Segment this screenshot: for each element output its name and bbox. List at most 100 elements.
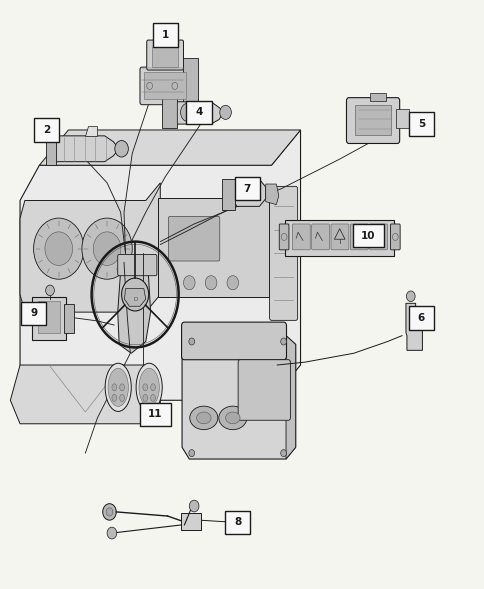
FancyBboxPatch shape <box>408 112 433 136</box>
Text: 7: 7 <box>243 184 251 194</box>
Circle shape <box>115 141 128 157</box>
FancyBboxPatch shape <box>408 306 433 330</box>
Text: 6: 6 <box>417 313 424 323</box>
FancyBboxPatch shape <box>147 40 183 70</box>
Circle shape <box>280 338 286 345</box>
Text: D: D <box>133 297 137 302</box>
Circle shape <box>227 276 238 290</box>
Text: 4: 4 <box>195 107 202 117</box>
FancyBboxPatch shape <box>234 177 259 200</box>
Circle shape <box>33 218 84 279</box>
Circle shape <box>166 35 173 45</box>
Text: 8: 8 <box>234 518 241 528</box>
Circle shape <box>106 508 113 516</box>
Polygon shape <box>405 303 422 350</box>
FancyBboxPatch shape <box>34 118 59 142</box>
FancyBboxPatch shape <box>144 72 185 100</box>
Ellipse shape <box>120 384 124 391</box>
Ellipse shape <box>108 368 128 406</box>
FancyBboxPatch shape <box>349 224 367 250</box>
Polygon shape <box>39 130 300 166</box>
Ellipse shape <box>151 395 155 402</box>
Text: 11: 11 <box>148 409 162 419</box>
Circle shape <box>183 276 195 290</box>
Text: 5: 5 <box>417 119 424 129</box>
FancyBboxPatch shape <box>279 224 288 250</box>
FancyBboxPatch shape <box>284 220 393 256</box>
Polygon shape <box>85 127 97 136</box>
Circle shape <box>45 232 73 266</box>
FancyBboxPatch shape <box>140 67 190 105</box>
FancyBboxPatch shape <box>222 179 234 210</box>
FancyBboxPatch shape <box>330 224 348 250</box>
FancyBboxPatch shape <box>152 47 178 67</box>
FancyBboxPatch shape <box>369 224 387 250</box>
Polygon shape <box>170 102 223 124</box>
Ellipse shape <box>196 412 211 423</box>
FancyBboxPatch shape <box>118 254 157 276</box>
FancyBboxPatch shape <box>346 98 399 144</box>
Circle shape <box>107 527 117 539</box>
FancyBboxPatch shape <box>183 58 197 102</box>
Polygon shape <box>124 289 146 306</box>
Ellipse shape <box>112 384 117 391</box>
Ellipse shape <box>225 412 240 423</box>
Polygon shape <box>10 365 160 423</box>
FancyBboxPatch shape <box>63 304 74 333</box>
FancyBboxPatch shape <box>161 98 177 128</box>
Polygon shape <box>20 130 300 401</box>
Ellipse shape <box>112 395 117 402</box>
FancyBboxPatch shape <box>168 216 219 261</box>
FancyBboxPatch shape <box>225 511 250 534</box>
Circle shape <box>188 449 194 456</box>
FancyBboxPatch shape <box>158 198 268 297</box>
FancyBboxPatch shape <box>390 224 399 250</box>
FancyBboxPatch shape <box>181 513 201 530</box>
FancyBboxPatch shape <box>269 186 297 320</box>
Circle shape <box>171 82 177 90</box>
Circle shape <box>205 276 216 290</box>
Ellipse shape <box>143 395 148 402</box>
Text: 1: 1 <box>161 30 168 40</box>
Ellipse shape <box>139 368 159 406</box>
Polygon shape <box>265 184 278 204</box>
Polygon shape <box>182 336 295 459</box>
FancyBboxPatch shape <box>292 224 310 250</box>
Ellipse shape <box>151 384 155 391</box>
Ellipse shape <box>136 363 162 412</box>
FancyBboxPatch shape <box>45 133 56 166</box>
Ellipse shape <box>120 395 124 402</box>
Ellipse shape <box>143 384 148 391</box>
Circle shape <box>188 338 194 345</box>
FancyBboxPatch shape <box>238 360 290 420</box>
Circle shape <box>45 285 54 296</box>
Circle shape <box>189 500 198 512</box>
Circle shape <box>82 218 132 279</box>
Polygon shape <box>118 259 151 353</box>
Circle shape <box>103 504 116 520</box>
FancyBboxPatch shape <box>352 224 383 247</box>
FancyBboxPatch shape <box>311 224 329 250</box>
FancyBboxPatch shape <box>152 23 177 47</box>
FancyBboxPatch shape <box>354 105 391 135</box>
Polygon shape <box>286 336 295 459</box>
FancyBboxPatch shape <box>181 322 286 360</box>
Ellipse shape <box>105 363 131 412</box>
Circle shape <box>280 449 286 456</box>
FancyBboxPatch shape <box>186 101 211 124</box>
Text: 10: 10 <box>360 231 375 241</box>
Circle shape <box>219 105 231 120</box>
Polygon shape <box>232 179 265 206</box>
FancyBboxPatch shape <box>140 403 170 426</box>
Circle shape <box>406 291 414 302</box>
FancyBboxPatch shape <box>21 302 46 325</box>
Circle shape <box>121 278 149 311</box>
Polygon shape <box>20 183 160 312</box>
Circle shape <box>180 103 196 122</box>
FancyBboxPatch shape <box>38 301 60 333</box>
Circle shape <box>93 232 121 266</box>
Text: 9: 9 <box>30 308 37 318</box>
FancyBboxPatch shape <box>395 109 408 128</box>
FancyBboxPatch shape <box>369 93 385 101</box>
Ellipse shape <box>218 406 246 429</box>
